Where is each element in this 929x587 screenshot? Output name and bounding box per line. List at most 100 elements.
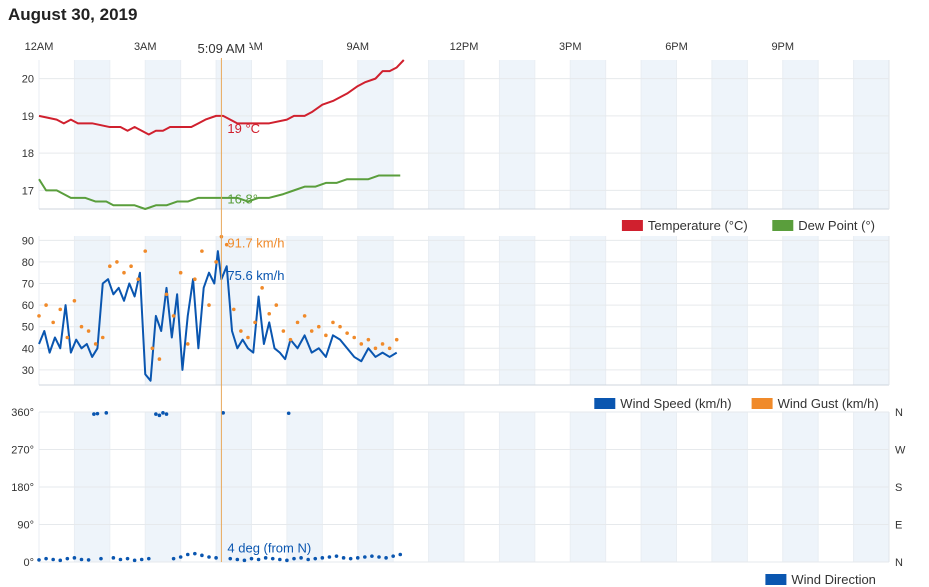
wind-gust-point xyxy=(108,264,112,269)
wind-speed-readout: 75.6 km/h xyxy=(227,268,284,283)
wind-direction-point xyxy=(377,555,381,559)
y-tick-label: 30 xyxy=(22,365,34,377)
wind-gust-point xyxy=(253,320,257,325)
wind-gust-point xyxy=(157,357,162,361)
wind-gust-point xyxy=(93,342,98,346)
wind-speed-line xyxy=(38,250,398,382)
hour-band xyxy=(499,60,535,209)
wind-direction-point xyxy=(132,558,137,563)
wind-gust-point xyxy=(79,324,84,329)
wind-gust-point xyxy=(185,342,190,346)
wind-direction-point xyxy=(214,556,218,560)
wind-gust-point xyxy=(309,329,314,333)
wind-direction-point xyxy=(154,412,158,416)
wind-gust-point xyxy=(274,303,279,307)
wind-gust-point xyxy=(345,331,349,335)
wind-gust-point xyxy=(65,335,70,340)
wind-direction-point xyxy=(363,555,367,559)
wind-direction-point xyxy=(292,556,296,561)
page-title: August 30, 2019 xyxy=(8,5,138,24)
hour-band xyxy=(782,236,819,385)
x-tick-label: 12AM xyxy=(25,41,54,53)
hover-time-badge xyxy=(193,38,250,58)
wind-direction-point xyxy=(185,552,190,557)
wind-direction-point xyxy=(286,411,291,416)
wind-gust-point xyxy=(171,314,176,318)
hour-band xyxy=(853,236,889,385)
y-tick-label: 180° xyxy=(11,482,34,494)
hour-band xyxy=(216,60,252,209)
wind-direction-point xyxy=(263,556,268,560)
wind-direction-point xyxy=(72,556,77,560)
y-tick-label: 50 xyxy=(22,322,34,334)
wind-gust-point xyxy=(231,307,236,312)
wind-direction-point xyxy=(221,411,225,415)
compass-tick-label: S xyxy=(895,482,902,494)
wind-gust-point xyxy=(86,329,91,333)
wind-gust-point xyxy=(58,307,63,312)
wind-direction-point xyxy=(95,411,100,416)
wind-gust-point xyxy=(246,335,250,340)
hour-band xyxy=(853,60,889,209)
y-tick-label: 80 xyxy=(22,257,34,269)
wind-gust-point xyxy=(100,335,105,340)
hour-band xyxy=(145,60,181,209)
wind-direction-point xyxy=(256,557,261,562)
dew-point-readout: 16.8° xyxy=(227,192,258,207)
wind-gust-point xyxy=(164,292,169,297)
wind-direction-point xyxy=(200,553,204,558)
hour-band xyxy=(286,236,323,385)
hour-band xyxy=(641,236,677,385)
temperature-line xyxy=(38,59,405,136)
wind-gust-point xyxy=(200,249,204,253)
wind-direction-point xyxy=(193,551,197,556)
hour-band xyxy=(570,60,606,209)
wind-gust-point xyxy=(214,260,218,264)
x-tick-label: 6PM xyxy=(665,41,688,53)
wind-gust-point xyxy=(143,249,148,253)
wind-direction-point xyxy=(99,556,103,561)
wind-direction-point xyxy=(161,411,165,415)
wind-direction-point xyxy=(355,556,360,560)
wind-gust-point xyxy=(288,337,293,342)
wind-direction-point xyxy=(37,558,41,562)
x-tick-label: 3AM xyxy=(134,41,157,53)
x-tick-label: 3PM xyxy=(559,41,582,53)
wind-direction-point xyxy=(86,558,91,562)
wind-gust-point xyxy=(193,277,197,281)
wind-gust-point xyxy=(316,324,321,329)
wind-direction-point xyxy=(164,412,169,416)
wind-gust-point xyxy=(331,320,335,325)
wind-direction-point xyxy=(327,555,332,559)
wind-gust-point xyxy=(122,270,126,275)
y-tick-label: 0° xyxy=(23,557,34,569)
wind-direction-point xyxy=(125,556,130,561)
wind-gust-point xyxy=(338,324,342,329)
wind-gust-point xyxy=(51,320,55,325)
wind-gust-point xyxy=(129,264,133,269)
wind-direction-point xyxy=(348,556,353,561)
wind-direction-point xyxy=(51,557,55,562)
dew-point-line xyxy=(38,174,401,210)
wind-gust-point xyxy=(366,337,371,342)
wind-gust-point xyxy=(281,329,286,333)
hour-band xyxy=(711,60,748,209)
y-tick-label: 19 xyxy=(22,111,34,123)
hour-band xyxy=(428,60,464,209)
wind-gust-point xyxy=(178,270,183,275)
hour-band xyxy=(499,236,535,385)
y-tick-label: 18 xyxy=(22,148,34,160)
wind-direction-point xyxy=(242,558,247,563)
hour-band xyxy=(74,236,110,385)
y-tick-label: 70 xyxy=(22,279,34,291)
hour-band xyxy=(74,60,110,209)
wind-direction-point xyxy=(65,556,70,561)
wind-gust-point xyxy=(207,303,211,307)
wind-direction-point xyxy=(249,556,254,561)
wind-direction-point xyxy=(341,556,346,560)
x-tick-label: 9PM xyxy=(771,41,794,53)
legend-swatch xyxy=(621,220,643,231)
wind-gust-point xyxy=(352,335,357,340)
wind-gust-point xyxy=(387,346,392,351)
